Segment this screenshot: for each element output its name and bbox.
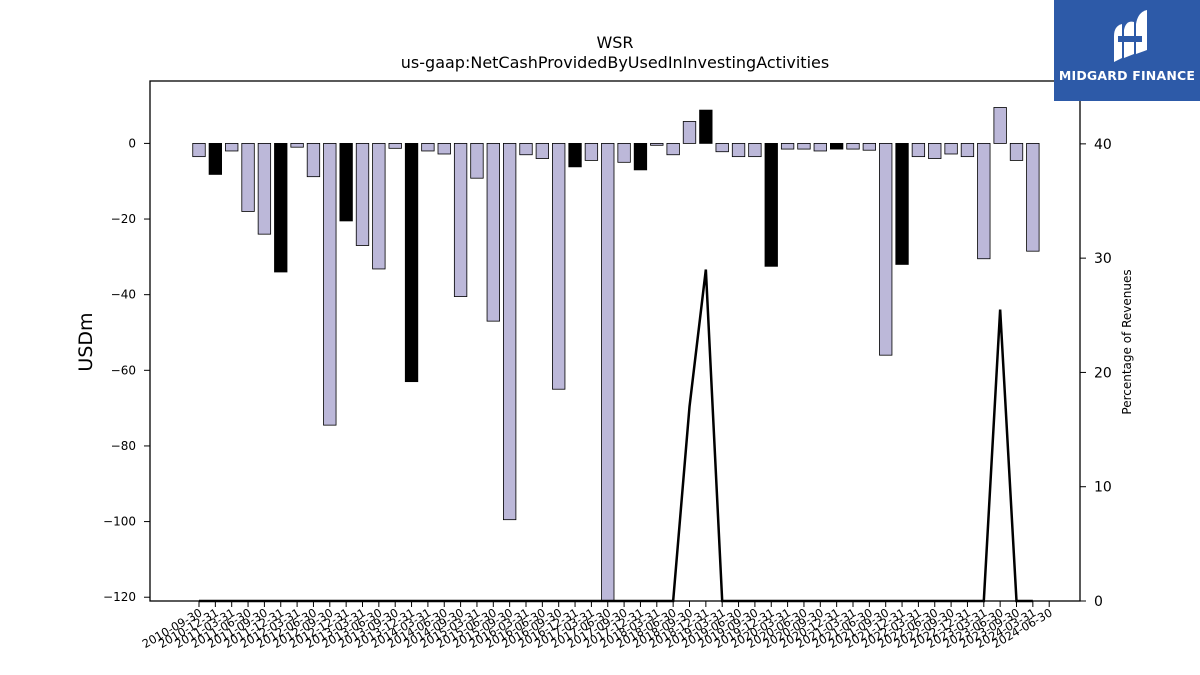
bar [601, 142, 615, 602]
y-tick-label: −40 [111, 288, 136, 302]
bar [404, 142, 419, 383]
plot-area: 0−20−40−60−80−100−120 0102030402010-09-30… [103, 107, 1112, 651]
chart-subtitle: us-gaap:NetCashProvidedByUsedInInvesting… [401, 53, 829, 72]
bar [977, 142, 991, 260]
bar [1026, 142, 1040, 252]
y-tick-label: −20 [111, 212, 136, 226]
y-right-tick-label: 0 [1094, 594, 1103, 610]
y-axis-right-label: Percentage of Revenues [1120, 269, 1134, 414]
bar [846, 142, 860, 150]
bar [650, 142, 664, 146]
bar [715, 142, 729, 153]
bar [486, 142, 500, 322]
y-right-tick-label: 30 [1094, 251, 1112, 267]
bar [241, 142, 255, 212]
bar [879, 142, 893, 356]
y-right-tick-label: 40 [1094, 137, 1112, 153]
bar [617, 142, 631, 163]
bar [339, 142, 353, 222]
y-tick-label: 0 [128, 136, 136, 150]
bar [323, 142, 337, 426]
bar [225, 142, 239, 152]
bar [797, 142, 811, 150]
bar [437, 142, 451, 155]
plot-frame [149, 80, 1081, 602]
bar [813, 142, 827, 152]
logo: MIDGARD FINANCE [1054, 0, 1200, 101]
bar [895, 142, 909, 265]
bar [960, 142, 975, 158]
y-tick-label: −80 [111, 439, 136, 453]
bar [355, 142, 370, 246]
bar [944, 142, 958, 155]
bar [388, 142, 402, 149]
bar [208, 142, 223, 175]
bar [928, 142, 942, 159]
bar [421, 142, 435, 152]
bar [764, 142, 778, 267]
y-axis-label: USDm [75, 312, 97, 371]
bar [372, 142, 386, 270]
y-tick-label: −120 [103, 590, 136, 604]
bar [552, 142, 566, 390]
bar [192, 142, 206, 158]
bar [535, 142, 549, 159]
bar [699, 109, 713, 144]
bar [306, 142, 321, 178]
y-tick-label: −100 [103, 515, 136, 529]
chart-title: WSR [596, 33, 633, 52]
midgard-logo-icon [1114, 10, 1147, 62]
bar [257, 142, 272, 235]
y-tick-label: −60 [111, 363, 136, 377]
bar [519, 142, 533, 156]
y-right-tick-label: 10 [1094, 480, 1112, 496]
bar [568, 142, 582, 168]
bar [453, 142, 468, 297]
bar [780, 142, 795, 150]
bar [993, 107, 1007, 144]
logo-brand-text: MIDGARD FINANCE [1058, 68, 1196, 83]
bar [862, 142, 876, 151]
bar [748, 142, 762, 158]
bar [290, 142, 304, 148]
bar [502, 142, 517, 521]
bar [633, 142, 648, 171]
bar [666, 142, 680, 156]
y-right-tick-label: 20 [1094, 365, 1112, 381]
bar [1009, 142, 1024, 161]
bar [830, 142, 844, 150]
bar [911, 142, 926, 158]
bar [682, 121, 697, 144]
bar [731, 142, 746, 158]
bar [584, 142, 599, 161]
bar [470, 142, 484, 179]
bar [274, 142, 288, 273]
